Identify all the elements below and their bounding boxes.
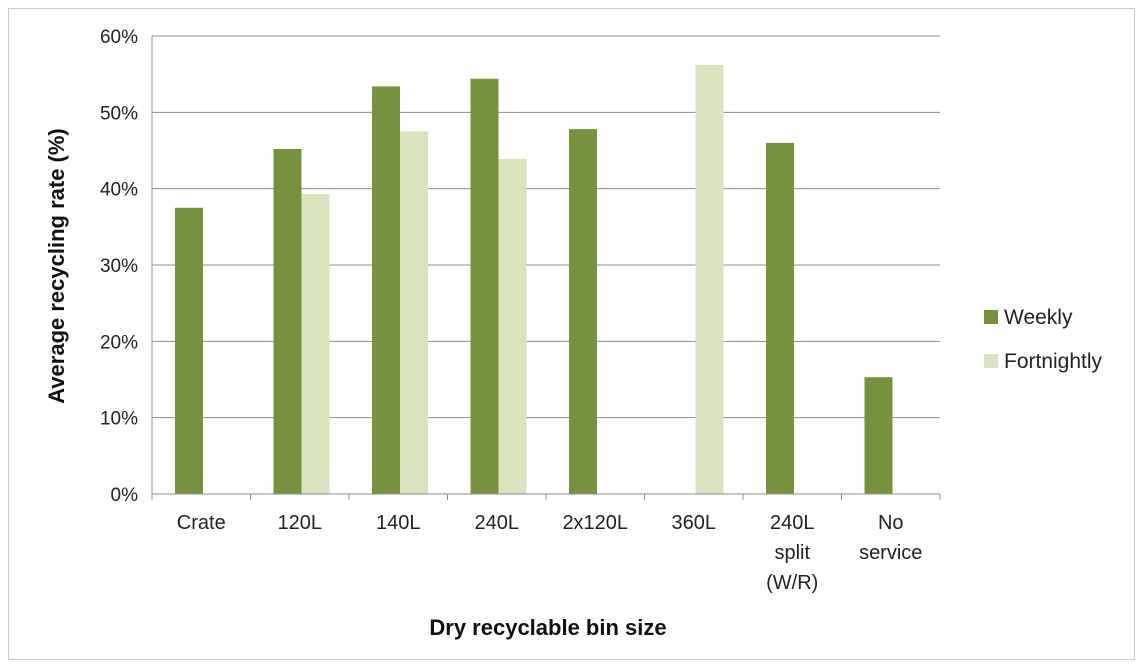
legend-label-fortnightly: Fortnightly [1004, 350, 1103, 373]
y-tick-label: 50% [100, 103, 138, 124]
x-tick-label: 240L split (W/R) [766, 512, 818, 594]
bar-weekly-3 [470, 78, 499, 494]
bar-fortnightly-2 [400, 131, 428, 494]
y-axis-title: Average recycling rate (%) [44, 128, 69, 404]
bar-fortnightly-3 [498, 158, 527, 494]
legend-label-weekly: Weekly [1004, 306, 1073, 329]
x-tick-label-line: service [859, 542, 922, 564]
x-tick-label: 240L [475, 512, 520, 534]
bars [175, 65, 893, 495]
x-tick-label-line: 120L [278, 512, 323, 534]
x-tick-label-line: Crate [177, 512, 226, 534]
y-tick-labels: 0% 10% 20% 30% 40% 50% 60% [100, 27, 138, 506]
x-tick-labels: Crate 120L 140L 240L 2x120L 360L 240L split (W/R… [177, 512, 923, 594]
x-tick-label: 2x120L [562, 512, 628, 534]
bar-weekly-7 [864, 377, 893, 494]
axes [151, 36, 941, 500]
bar-weekly-2 [372, 86, 400, 494]
gridlines [152, 35, 940, 419]
y-tick-label: 40% [100, 180, 138, 201]
legend-swatch-weekly [984, 310, 998, 324]
y-tick-label: 0% [111, 485, 139, 506]
bar-fortnightly-5 [695, 65, 724, 495]
x-tick-label-line: 2x120L [562, 512, 628, 534]
legend-swatch-fortnightly [984, 354, 998, 368]
x-tick-label-line: (W/R) [766, 572, 818, 594]
bar-weekly-0 [175, 207, 203, 494]
x-axis-title: Dry recyclable bin size [429, 615, 666, 640]
x-tick-label: 360L [672, 512, 717, 534]
legend: Weekly Fortnightly [984, 306, 1103, 373]
x-tick-label-line: 240L [475, 512, 520, 534]
y-tick-label: 60% [100, 27, 138, 48]
bar-fortnightly-1 [301, 194, 330, 494]
x-tick-label: 120L [278, 512, 323, 534]
bar-weekly-1 [273, 148, 302, 494]
x-tick-label-line: split [774, 542, 810, 564]
x-tick-label-line: 240L [770, 512, 815, 534]
x-tick-label-line: 140L [376, 512, 421, 534]
bar-weekly-4 [569, 129, 597, 495]
x-tick-label-line: 360L [672, 512, 717, 534]
x-tick-label: No service [859, 512, 922, 564]
x-tick-label: 140L [376, 512, 421, 534]
y-tick-label: 10% [100, 409, 138, 430]
x-tick-label-line: No [878, 512, 904, 534]
y-tick-label: 20% [100, 332, 138, 353]
y-tick-label: 30% [100, 256, 138, 277]
bar-weekly-6 [766, 142, 794, 494]
x-tick-label: Crate [177, 512, 226, 534]
